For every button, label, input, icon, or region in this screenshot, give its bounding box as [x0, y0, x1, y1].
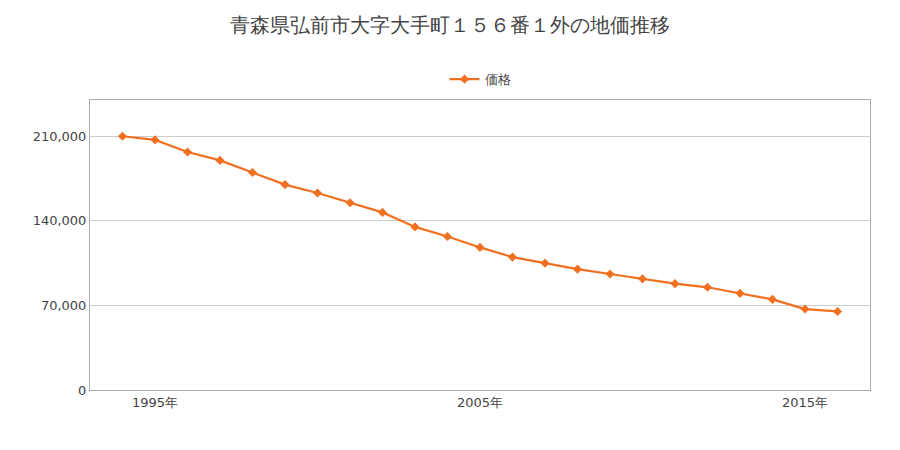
svg-text:価格: 価格 — [485, 72, 511, 87]
svg-text:70,000: 70,000 — [41, 298, 87, 313]
svg-text:210,000: 210,000 — [33, 129, 87, 144]
svg-text:青森県弘前市大字大手町１５６番１外の地価推移: 青森県弘前市大字大手町１５６番１外の地価推移 — [230, 13, 670, 37]
svg-text:2015年: 2015年 — [782, 395, 828, 410]
svg-text:140,000: 140,000 — [33, 213, 87, 228]
svg-text:2005年: 2005年 — [457, 395, 503, 410]
svg-text:1995年: 1995年 — [132, 395, 178, 410]
svg-text:0: 0 — [78, 383, 86, 398]
